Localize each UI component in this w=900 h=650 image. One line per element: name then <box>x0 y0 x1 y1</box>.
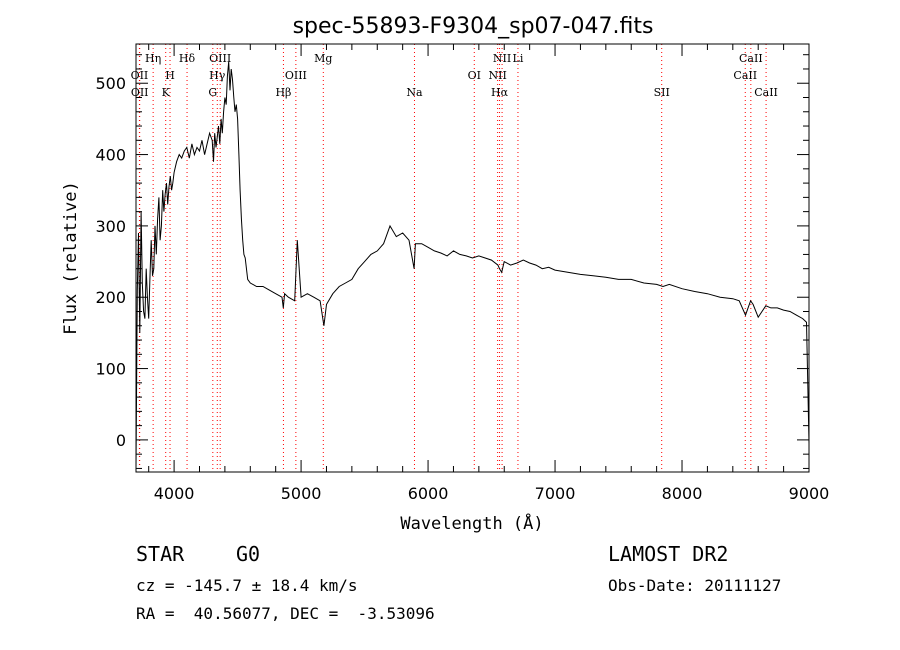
redshift-velocity: cz = -145.7 ± 18.4 km/s <box>136 576 358 595</box>
x-tick-label: 4000 <box>154 484 195 503</box>
marker-label: NII <box>493 52 511 65</box>
plot-frame <box>135 43 810 473</box>
x-tick-label: 8000 <box>662 484 703 503</box>
marker-label: K <box>162 86 171 99</box>
chart-title: spec-55893-F9304_sp07-047.fits <box>293 14 654 39</box>
marker-label: H <box>165 69 175 82</box>
survey-name: LAMOST DR2 <box>608 542 729 566</box>
marker-label: Hγ <box>209 69 226 82</box>
marker-label: OII <box>131 86 149 99</box>
marker-label: OII <box>131 69 149 82</box>
marker-label: CaII <box>733 69 757 82</box>
object-class: STAR <box>136 542 185 566</box>
marker-label: Li <box>513 52 524 65</box>
y-tick-label: 300 <box>95 217 126 236</box>
marker-label: OI <box>468 69 481 82</box>
sky-coordinates: RA = 40.56077, DEC = -3.53096 <box>136 604 435 623</box>
spectral-line-labels: OII OII Hη HK Hδ OIII Hγ G OIII Hβ Mg Na OI NII NII Hα L… <box>131 52 778 99</box>
y-axis: 0 100 200 300 400 500 <box>95 54 809 469</box>
marker-label: Hδ <box>179 52 196 65</box>
observation-date: Obs-Date: 20111127 <box>608 576 782 595</box>
marker-label: SII <box>654 86 670 99</box>
x-tick-label: 6000 <box>408 484 449 503</box>
marker-label: Hη <box>145 52 161 65</box>
marker-label: OIII <box>285 69 307 82</box>
y-tick-label: 0 <box>116 431 126 450</box>
y-tick-label: 400 <box>95 146 126 165</box>
spectral-line-markers <box>138 44 767 472</box>
marker-label: Hβ <box>275 86 291 99</box>
x-axis-label: Wavelength (Å) <box>400 512 543 534</box>
marker-label: Mg <box>314 52 332 65</box>
marker-label: Hα <box>491 86 509 99</box>
object-subclass: G0 <box>236 542 261 566</box>
spectrum-series <box>135 61 810 469</box>
y-tick-label: 100 <box>95 360 126 379</box>
x-tick-label: 7000 <box>535 484 576 503</box>
marker-label: Na <box>406 86 423 99</box>
marker-label: G <box>208 86 217 99</box>
marker-label: NII <box>488 69 506 82</box>
marker-label: CaII <box>754 86 778 99</box>
y-tick-label: 500 <box>95 74 126 93</box>
y-tick-label: 200 <box>95 288 126 307</box>
y-axis-label: Flux (relative) <box>61 181 81 335</box>
marker-label: CaII <box>739 52 763 65</box>
x-tick-label: 9000 <box>789 484 830 503</box>
spectrum-line <box>135 61 810 469</box>
marker-label: OIII <box>209 52 231 65</box>
x-axis: 4000 5000 6000 7000 8000 9000 <box>148 44 830 503</box>
x-tick-label: 5000 <box>281 484 322 503</box>
